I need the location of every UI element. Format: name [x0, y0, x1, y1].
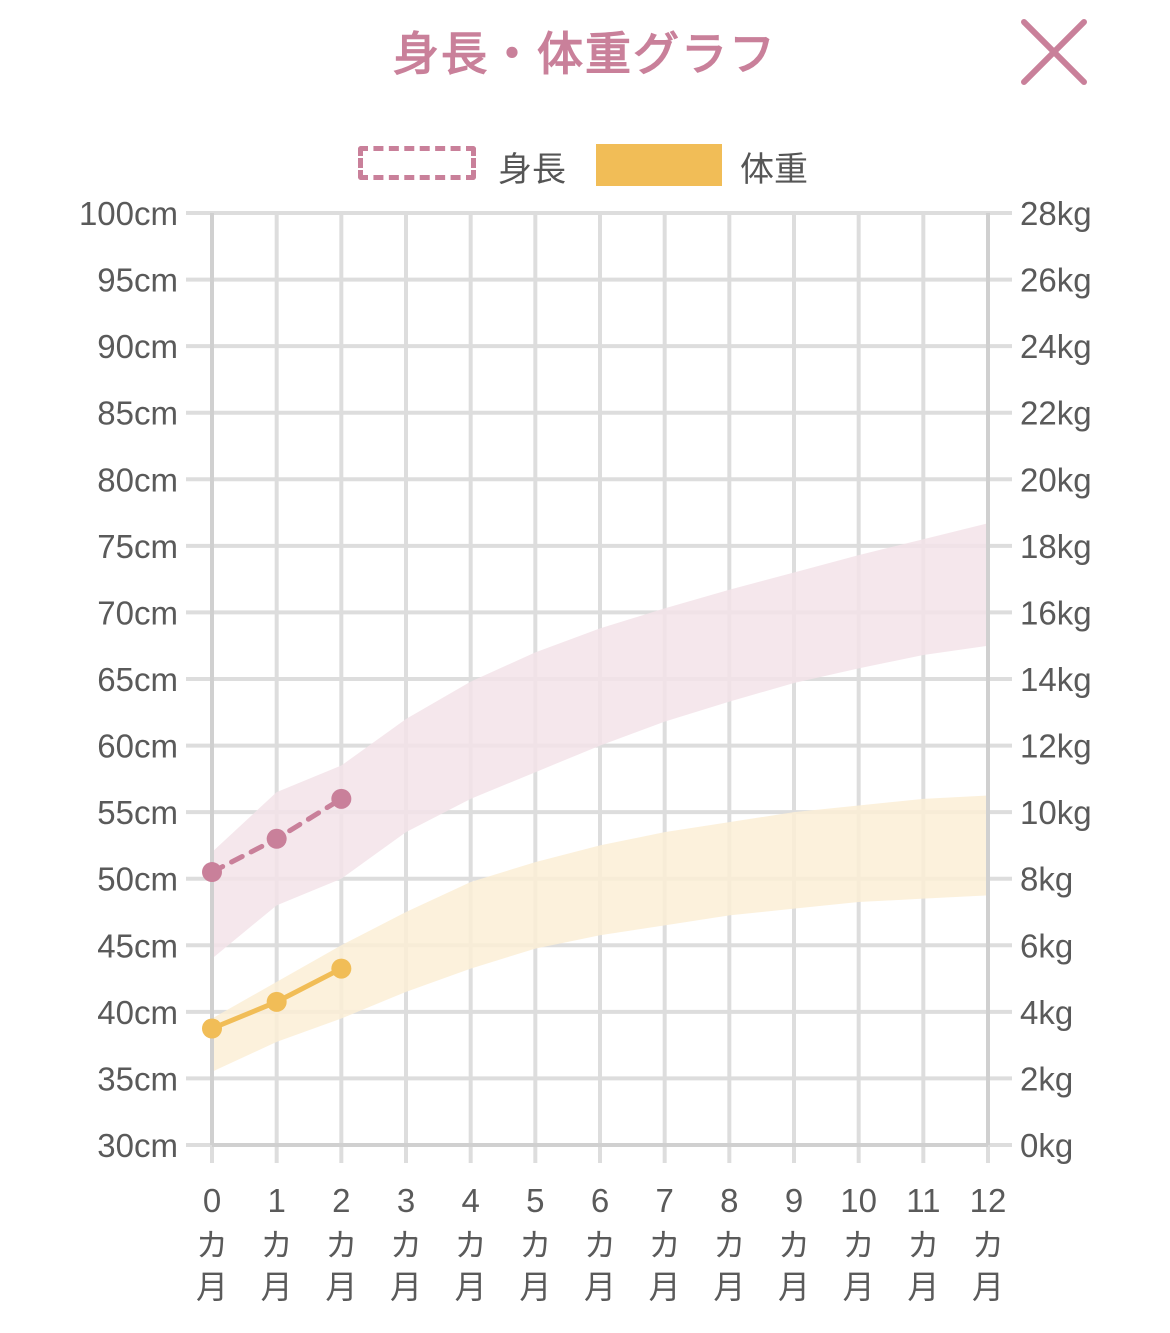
height-data-point	[266, 828, 287, 849]
x-tick-label: 4	[461, 1182, 479, 1219]
x-tick-label: 2	[332, 1182, 350, 1219]
y-left-tick-label: 30cm	[97, 1127, 178, 1164]
x-tick-unit-month: 月	[907, 1268, 939, 1306]
page-title: 身長・体重グラフ	[393, 27, 777, 81]
x-tick-label: 1	[267, 1182, 285, 1219]
weight-reference-band	[212, 795, 988, 1072]
y-right-tick-label: 2kg	[1020, 1060, 1073, 1097]
x-tick-unit-ka: カ	[843, 1226, 875, 1264]
y-right-tick-label: 16kg	[1020, 594, 1092, 631]
x-tick-unit-month: 月	[455, 1268, 487, 1306]
y-right-tick-label: 4kg	[1020, 994, 1073, 1031]
x-tick-label: 11	[906, 1182, 940, 1219]
x-tick-unit-month: 月	[843, 1268, 875, 1306]
x-tick-unit-month: 月	[196, 1268, 228, 1306]
height-reference-band	[212, 523, 988, 959]
y-left-tick-label: 90cm	[97, 328, 178, 365]
weight-data-point	[202, 1018, 222, 1039]
y-right-tick-label: 24kg	[1020, 328, 1092, 365]
x-tick-unit-ka: カ	[972, 1226, 1004, 1264]
x-tick-unit-month: 月	[972, 1268, 1004, 1306]
x-tick-label: 6	[591, 1182, 609, 1219]
y-left-tick-label: 100cm	[79, 195, 178, 232]
legend-height-swatch	[358, 146, 476, 180]
weight-data-point	[331, 958, 352, 979]
y-left-tick-label: 95cm	[97, 262, 178, 299]
y-right-tick-label: 26kg	[1020, 262, 1092, 299]
x-tick-unit-month: 月	[390, 1268, 422, 1306]
y-right-tick-label: 10kg	[1020, 794, 1092, 831]
y-right-tick-label: 18kg	[1020, 528, 1092, 565]
y-right-tick-label: 12kg	[1020, 728, 1092, 765]
y-right-tick-label: 20kg	[1020, 461, 1092, 498]
y-left-tick-label: 85cm	[97, 395, 178, 432]
y-left-tick-label: 60cm	[97, 728, 178, 765]
x-tick-unit-month: 月	[519, 1268, 551, 1306]
y-right-tick-label: 28kg	[1020, 195, 1092, 232]
x-tick-unit-ka: カ	[649, 1226, 681, 1264]
x-tick-unit-ka: カ	[455, 1226, 487, 1264]
close-icon	[1021, 19, 1087, 85]
x-tick-unit-ka: カ	[713, 1226, 745, 1264]
y-left-tick-label: 70cm	[97, 594, 178, 631]
close-button[interactable]	[1016, 14, 1092, 90]
x-tick-unit-month: 月	[261, 1268, 293, 1306]
x-tick-label: 10	[840, 1182, 877, 1219]
y-right-tick-label: 6kg	[1020, 927, 1073, 964]
legend-height-label: 身長	[498, 150, 566, 190]
x-tick-label: 7	[655, 1182, 673, 1219]
y-left-tick-label: 50cm	[97, 861, 178, 898]
x-tick-label: 5	[526, 1182, 544, 1219]
x-tick-unit-ka: カ	[584, 1226, 616, 1264]
x-tick-unit-ka: カ	[519, 1226, 551, 1264]
x-tick-label: 12	[970, 1182, 1007, 1219]
y-right-tick-label: 14kg	[1020, 661, 1092, 698]
y-left-tick-label: 40cm	[97, 994, 178, 1031]
height-data-point	[202, 862, 222, 883]
y-left-tick-label: 55cm	[97, 794, 178, 831]
x-tick-unit-ka: カ	[196, 1226, 228, 1264]
height-data-point	[331, 788, 352, 809]
weight-data-point	[266, 991, 287, 1012]
y-left-tick-label: 35cm	[97, 1060, 178, 1097]
y-left-tick-label: 75cm	[97, 528, 178, 565]
x-tick-unit-ka: カ	[261, 1226, 293, 1264]
y-right-tick-label: 0kg	[1020, 1127, 1073, 1164]
x-tick-unit-ka: カ	[907, 1226, 939, 1264]
y-right-tick-label: 22kg	[1020, 395, 1092, 432]
x-tick-unit-month: 月	[584, 1268, 616, 1306]
x-tick-unit-month: 月	[649, 1268, 681, 1306]
x-tick-unit-ka: カ	[778, 1226, 810, 1264]
y-left-tick-label: 80cm	[97, 461, 178, 498]
legend-weight-swatch	[596, 144, 722, 186]
x-tick-label: 9	[785, 1182, 803, 1219]
chart-legend: 身長 体重	[0, 142, 1170, 190]
x-tick-unit-ka: カ	[325, 1226, 357, 1264]
x-tick-unit-month: 月	[325, 1268, 357, 1306]
y-left-tick-label: 45cm	[97, 927, 178, 964]
legend-weight-label: 体重	[740, 150, 808, 190]
x-tick-unit-ka: カ	[390, 1226, 422, 1264]
x-tick-unit-month: 月	[778, 1268, 810, 1306]
x-tick-label: 0	[203, 1182, 221, 1219]
x-tick-label: 8	[720, 1182, 738, 1219]
x-tick-unit-month: 月	[713, 1268, 745, 1306]
y-right-tick-label: 8kg	[1020, 861, 1073, 898]
y-left-tick-label: 65cm	[97, 661, 178, 698]
x-tick-label: 3	[397, 1182, 415, 1219]
